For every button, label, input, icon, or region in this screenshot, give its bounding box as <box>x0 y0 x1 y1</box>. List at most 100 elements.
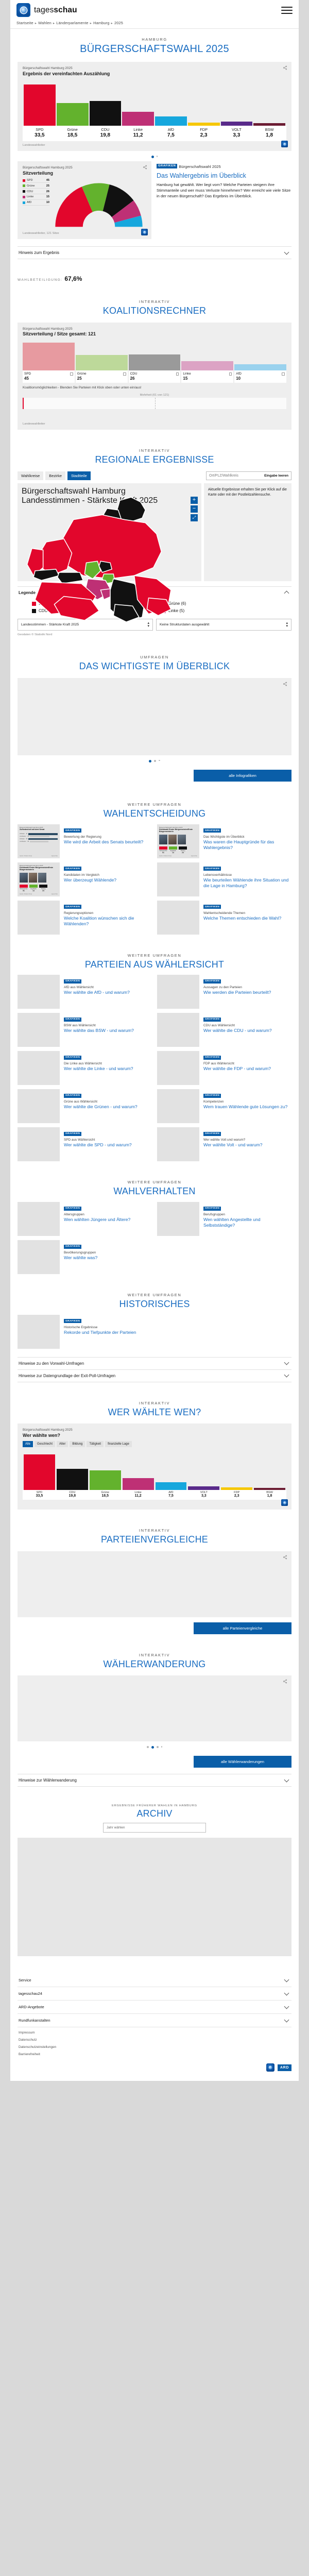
card-title[interactable]: Wer wählte Volt - und warum? <box>203 1142 263 1148</box>
card-title[interactable]: Wer wählte die SPD - und warum? <box>64 1142 132 1148</box>
card-title[interactable]: Wer wählte die Grünen - und warum? <box>64 1104 138 1110</box>
werwen-filter-alle[interactable]: Alle <box>23 1441 33 1448</box>
party-checkbox[interactable] <box>229 372 232 376</box>
carousel-dot-4[interactable] <box>161 1746 163 1748</box>
card-title[interactable]: Wer wählte was? <box>64 1255 98 1260</box>
carousel-dot-3[interactable] <box>156 1746 159 1749</box>
footer-meta-impressum[interactable]: Impressum <box>19 2031 35 2035</box>
card-title[interactable]: Wer wählte die AfD - und warum? <box>64 990 130 995</box>
footer-item-ard-angebote[interactable]: ARD-Angebote <box>18 2001 291 2014</box>
breadcrumb-item-4[interactable]: 2025 <box>114 21 123 25</box>
carousel-dot-1[interactable] <box>149 759 152 762</box>
card-title[interactable]: Welche Themen entschieden die Wahl? <box>203 915 282 921</box>
brand[interactable]: tagesschau <box>16 3 77 17</box>
overview-polls-dots[interactable] <box>18 755 291 765</box>
share-icon[interactable] <box>283 1679 287 1684</box>
card-title[interactable]: Wen wählten Angestellte und Selbstständi… <box>203 1217 261 1228</box>
regional-map-graphic[interactable]: Bürgerschaftswahl Hamburg Landesstimmen … <box>18 483 201 623</box>
breadcrumb-item-1[interactable]: Wahlen <box>38 21 52 25</box>
overview-teaser[interactable]: GRAFIKEN Bürgerschaftswahl 2025 Das Wahle… <box>157 161 291 239</box>
share-icon[interactable] <box>143 165 147 170</box>
tab-wahlkreise[interactable]: Wahlkreise <box>18 471 44 481</box>
tab-bezirke[interactable]: Bezirke <box>45 471 65 481</box>
share-icon[interactable] <box>283 1555 287 1560</box>
waehlerwanderung-graphic[interactable] <box>18 1675 291 1742</box>
archive-year-input[interactable]: Jahr wählen <box>103 1823 206 1833</box>
card-title[interactable]: Was waren die Hauptgründe für das Wahler… <box>203 839 274 850</box>
coalition-party-cdu[interactable]: CDU 26 <box>128 370 181 383</box>
all-infographics-button[interactable]: alle Infografiken <box>194 769 291 782</box>
card-title[interactable]: Wem trauen Wählende gute Lösungen zu? <box>203 1104 288 1110</box>
footer-meta-datenschutz[interactable]: Datenschutz <box>19 2038 37 2042</box>
teaser-card[interactable]: GRAFIKEN BSW aus Wählersicht Wer wählte da… <box>18 1013 152 1047</box>
teaser-card[interactable]: GRAFIKEN Lebensverhältnisse Wie beurteilen… <box>157 862 291 896</box>
werwen-filter-alter[interactable]: Alter <box>57 1441 68 1448</box>
card-title[interactable]: Wer wählte die CDU - und warum? <box>203 1028 272 1033</box>
region-search-input[interactable]: Ort/PLZ/Wahlkreis Eingabe leeren <box>206 471 291 481</box>
card-title[interactable]: Wer wählte die Linke - und warum? <box>64 1066 133 1072</box>
breadcrumb-item-3[interactable]: Hamburg <box>93 21 110 25</box>
parteienvergleiche-graphic[interactable] <box>18 1551 291 1617</box>
card-title[interactable]: Wie wird die Arbeit des Senats beurteilt… <box>64 839 144 844</box>
carousel-dot-2[interactable] <box>156 156 158 157</box>
zoom-out-icon[interactable]: − <box>191 505 198 513</box>
region-search-clear[interactable]: Eingabe leeren <box>264 474 288 478</box>
card-title[interactable]: Wie werden die Parteien beurteilt? <box>203 990 271 995</box>
teaser-card[interactable]: GRAFIKEN Wahlentscheidende Themen Welche T… <box>157 900 291 935</box>
regional-structdata-select[interactable]: Keine Strukturdaten ausgewählt ▴ ▾ <box>156 619 291 631</box>
footer-item-service[interactable]: Service <box>18 1974 291 1988</box>
teaser-card[interactable]: GRAFIKEN FDP aus Wählersicht Wer wählte di… <box>157 1051 291 1086</box>
all-voterflows-button[interactable]: alle Wählerwanderungen <box>194 1756 291 1768</box>
teaser-card[interactable]: GRAFIKEN Altersgruppen Wen wählten Jüngere… <box>18 1202 152 1236</box>
teaser-card[interactable]: GRAFIKEN Bevölkerungsgruppen Wer wählte wa… <box>18 1240 152 1274</box>
teaser-card[interactable]: GRAFIKEN AfD aus Wählersicht Wer wählte di… <box>18 975 152 1009</box>
zoom-reset-icon[interactable]: ⤢ <box>191 514 198 522</box>
carousel-dot-3[interactable] <box>159 759 160 761</box>
card-title[interactable]: Wen wählten Jüngere und Ältere? <box>64 1217 131 1222</box>
card-title[interactable]: Wer überzeugt Wählende? <box>64 877 117 883</box>
share-icon[interactable] <box>283 65 287 70</box>
footer-meta-barrierefreiheit[interactable]: Barrierefreiheit <box>19 2053 40 2057</box>
tab-stadtteile[interactable]: Stadtteile <box>67 471 91 481</box>
party-checkbox[interactable] <box>123 372 126 376</box>
teaser-card[interactable]: GRAFIKEN Die Linke aus Wählersicht Wer wäh… <box>18 1051 152 1086</box>
teaser-card[interactable]: Bürgerschaftswahl Hamburg 2025 Zufriedenh… <box>18 824 152 858</box>
coalition-party-spd[interactable]: SPD 45 <box>23 370 75 383</box>
party-checkbox[interactable] <box>176 372 179 376</box>
teaser-card[interactable]: GRAFIKEN Aussagen zu den Parteien Wie werd… <box>157 975 291 1009</box>
werwen-filter-geschlecht[interactable]: Geschlecht <box>35 1441 56 1448</box>
carousel-dot-1[interactable] <box>151 156 154 159</box>
exitpoll-note-accordion[interactable]: Hinweise zur Datengrundlage der Exit-Pol… <box>18 1370 291 1382</box>
teaser-card[interactable]: GRAFIKEN Grüne aus Wählersicht Wer wählte … <box>18 1089 152 1124</box>
share-icon[interactable] <box>283 682 287 686</box>
party-checkbox[interactable] <box>282 372 285 376</box>
voterflow-note-accordion[interactable]: Hinweise zur Wählerwanderung <box>18 1774 291 1787</box>
carousel-dot-2[interactable] <box>151 1746 154 1749</box>
carousel-dot-2[interactable] <box>154 759 157 762</box>
party-checkbox[interactable] <box>70 372 73 376</box>
card-title[interactable]: Wer wählte die FDP - und warum? <box>203 1066 271 1072</box>
coalition-party-afd[interactable]: AfD 10 <box>234 370 286 383</box>
teaser-card[interactable]: Bürgerschaftswahl Hamburg 2025 Direktwahl… <box>157 824 291 858</box>
teaser-card[interactable]: GRAFIKEN Berufsgruppen Wen wählten Angeste… <box>157 1202 291 1236</box>
card-title[interactable]: Wer wählte das BSW - und warum? <box>64 1028 134 1033</box>
teaser-card[interactable]: Bürgerschaftswahl Hamburg 2025 Direktwahl… <box>18 862 152 896</box>
breadcrumb-item-2[interactable]: Länderparlamente <box>56 21 89 25</box>
teaser-card[interactable]: GRAFIKEN Historische Ergebnisse Rekorde un… <box>18 1314 152 1349</box>
werwen-filter-finanzielle-lage[interactable]: finanzielle Lage <box>105 1441 132 1448</box>
result-carousel-dots[interactable] <box>18 151 291 160</box>
teaser-card[interactable]: GRAFIKEN Regierungsoptionen Welche Koaliti… <box>18 900 152 935</box>
overview-polls-graphic[interactable] <box>18 677 291 755</box>
teaser-card[interactable]: GRAFIKEN Wer wählte Volt und warum? Wer wä… <box>157 1127 291 1162</box>
card-title[interactable]: Welche Koalition wünschen sich die Wähle… <box>64 915 134 926</box>
hamburg-map[interactable] <box>18 496 201 623</box>
result-note-accordion[interactable]: Hinweis zum Ergebnis <box>18 246 291 259</box>
waehlerwanderung-dots[interactable] <box>18 1741 291 1751</box>
prepoll-note-accordion[interactable]: Hinweise zu den Vorwahl-Umfragen <box>18 1357 291 1370</box>
footer-meta-datenschutzeinstellungen[interactable]: Datenschutzeinstellungen <box>19 2045 57 2049</box>
card-title[interactable]: Rekorde und Tiefpunkte der Parteien <box>64 1329 136 1335</box>
werwen-filter-tätigkeit[interactable]: Tätigkeit <box>87 1441 104 1448</box>
teaser-card[interactable]: GRAFIKEN SPD aus Wählersicht Wer wählte di… <box>18 1127 152 1162</box>
card-title[interactable]: Wie beurteilen Wählende ihre Situation u… <box>203 877 289 888</box>
footer-item-tagesschau24[interactable]: tagesschau24 <box>18 1987 291 2001</box>
